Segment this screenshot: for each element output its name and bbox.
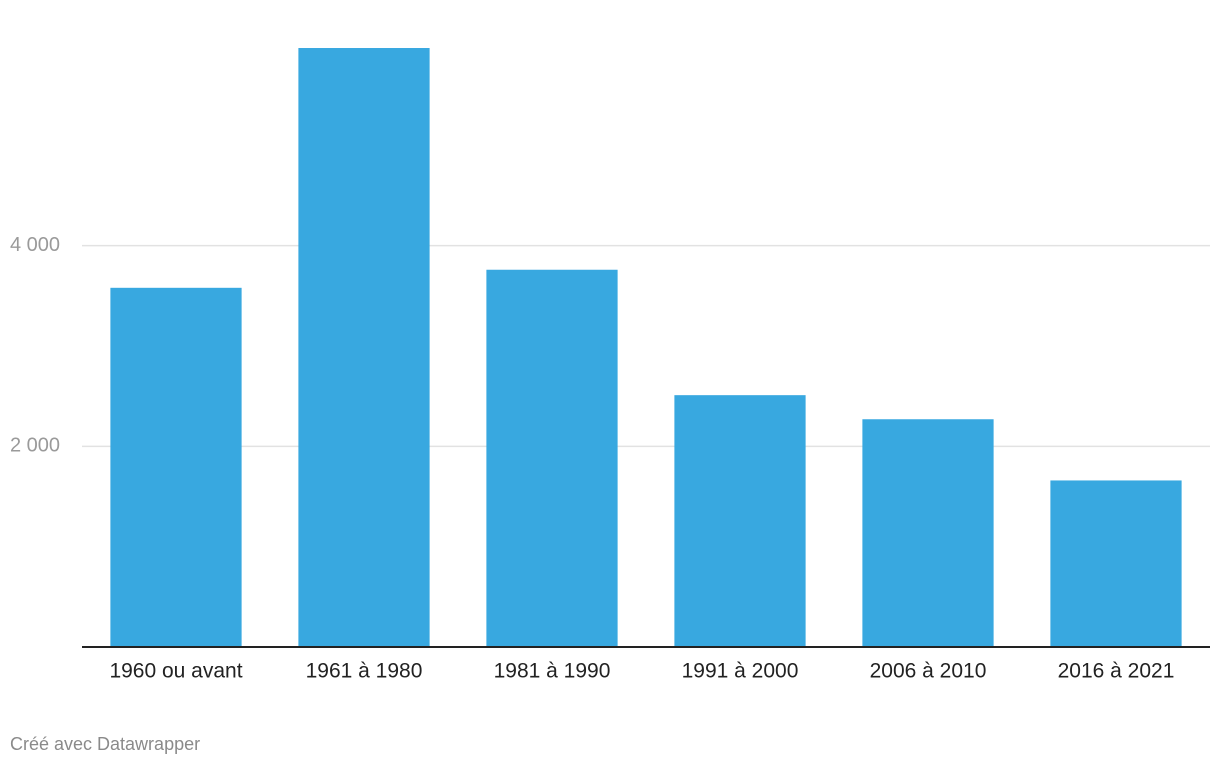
- bar: [1050, 480, 1182, 647]
- x-tick-label: 1961 à 1980: [306, 660, 423, 683]
- x-tick-label: 1960 ou avant: [109, 660, 242, 683]
- y-tick-label: 4 000: [10, 234, 60, 256]
- x-tick-label: 2016 à 2021: [1058, 660, 1175, 683]
- credit: Créé avec Datawrapper: [10, 734, 200, 754]
- bar: [674, 395, 806, 647]
- x-tick-label: 1981 à 1990: [494, 660, 611, 683]
- x-tick-label: 1991 à 2000: [682, 660, 799, 683]
- bar: [862, 419, 994, 647]
- bar: [298, 48, 430, 647]
- bar: [110, 287, 242, 647]
- x-tick-label: 2006 à 2010: [870, 660, 987, 683]
- y-tick-label: 2 000: [10, 435, 60, 457]
- bar: [486, 269, 618, 647]
